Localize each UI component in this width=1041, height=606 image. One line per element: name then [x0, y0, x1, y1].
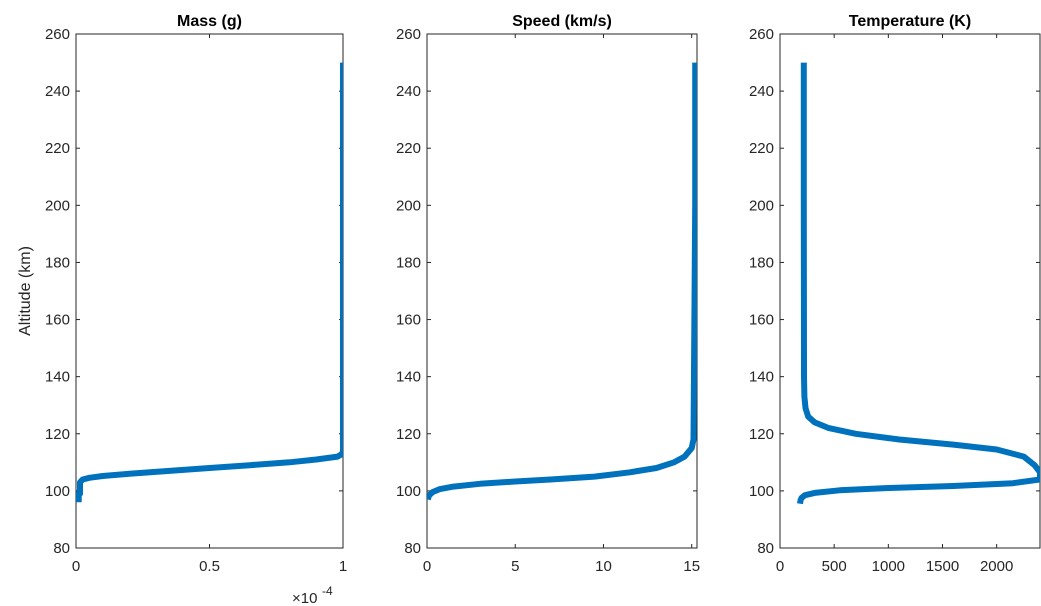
mass-ytick-label: 240	[45, 83, 70, 100]
temperature-xtick-label: 2000	[980, 558, 1013, 575]
mass-ytick-label: 220	[45, 140, 70, 157]
temperature-ytick-label: 220	[749, 140, 774, 157]
speed-ytick-label: 200	[396, 197, 421, 214]
y-axis-label: Altitude (km)	[17, 246, 34, 336]
temperature-series-line	[797, 62, 1040, 505]
speed-ytick-label: 180	[396, 254, 421, 271]
temperature-xtick-label: 500	[822, 558, 847, 575]
temperature-panel: 80 100 120 140 160 180 200 220 240 260 0 500 1000 150…	[749, 13, 1041, 575]
temperature-ytick-label: 240	[749, 83, 774, 100]
speed-ytick-label: 80	[404, 540, 421, 557]
speed-ytick-label: 160	[396, 312, 421, 329]
temperature-ytick-label: 140	[749, 369, 774, 386]
speed-ytick-label: 240	[396, 83, 421, 100]
temperature-ytick-label: 180	[749, 254, 774, 271]
temperature-ytick-label: 160	[749, 312, 774, 329]
mass-series-line	[76, 62, 343, 503]
speed-axes-box	[426, 33, 698, 549]
speed-panel: 80 100 120 140 160 180 200 220 240 260 0 5 10 15 Speed…	[396, 13, 700, 575]
speed-series-line	[427, 62, 697, 501]
mass-panel: 80 100 120 140 160 180 200 220 240 260 0 0.5 1 Mass (…	[45, 13, 347, 575]
speed-xtick-label: 10	[595, 558, 612, 575]
temperature-ytick-label: 260	[749, 26, 774, 43]
temperature-ytick-label: 80	[757, 540, 774, 557]
mass-ytick-label: 80	[53, 540, 70, 557]
speed-xtick-label: 0	[423, 558, 431, 575]
mass-x-exponent-power: -4	[322, 584, 333, 598]
speed-ytick-label: 120	[396, 426, 421, 443]
mass-title: Mass (g)	[177, 13, 242, 30]
mass-ytick-label: 160	[45, 312, 70, 329]
speed-title: Speed (km/s)	[512, 13, 612, 30]
temperature-xtick-label: 1500	[926, 558, 959, 575]
mass-xtick-label: 1	[339, 558, 347, 575]
temperature-axes-box	[779, 33, 1041, 549]
temperature-ytick-label: 100	[749, 483, 774, 500]
mass-ytick-label: 180	[45, 254, 70, 271]
mass-x-exponent-base: ×10	[292, 590, 317, 606]
temperature-ytick-label: 120	[749, 426, 774, 443]
mass-xtick-label: 0.5	[199, 558, 220, 575]
temperature-xtick-label: 0	[776, 558, 784, 575]
mass-ytick-label: 140	[45, 369, 70, 386]
speed-ytick-label: 100	[396, 483, 421, 500]
speed-ytick-label: 220	[396, 140, 421, 157]
temperature-ytick-label: 200	[749, 197, 774, 214]
speed-xtick-label: 5	[511, 558, 519, 575]
mass-ytick-label: 100	[45, 483, 70, 500]
speed-ytick-label: 260	[396, 26, 421, 43]
speed-xtick-label: 15	[683, 558, 700, 575]
mass-ytick-label: 260	[45, 26, 70, 43]
mass-ytick-label: 200	[45, 197, 70, 214]
mass-ytick-label: 120	[45, 426, 70, 443]
temperature-title: Temperature (K)	[849, 13, 971, 30]
mass-x-exponent: ×10 -4	[292, 584, 333, 606]
temperature-xtick-label: 1000	[872, 558, 905, 575]
speed-ytick-label: 140	[396, 369, 421, 386]
mass-xtick-label: 0	[72, 558, 80, 575]
